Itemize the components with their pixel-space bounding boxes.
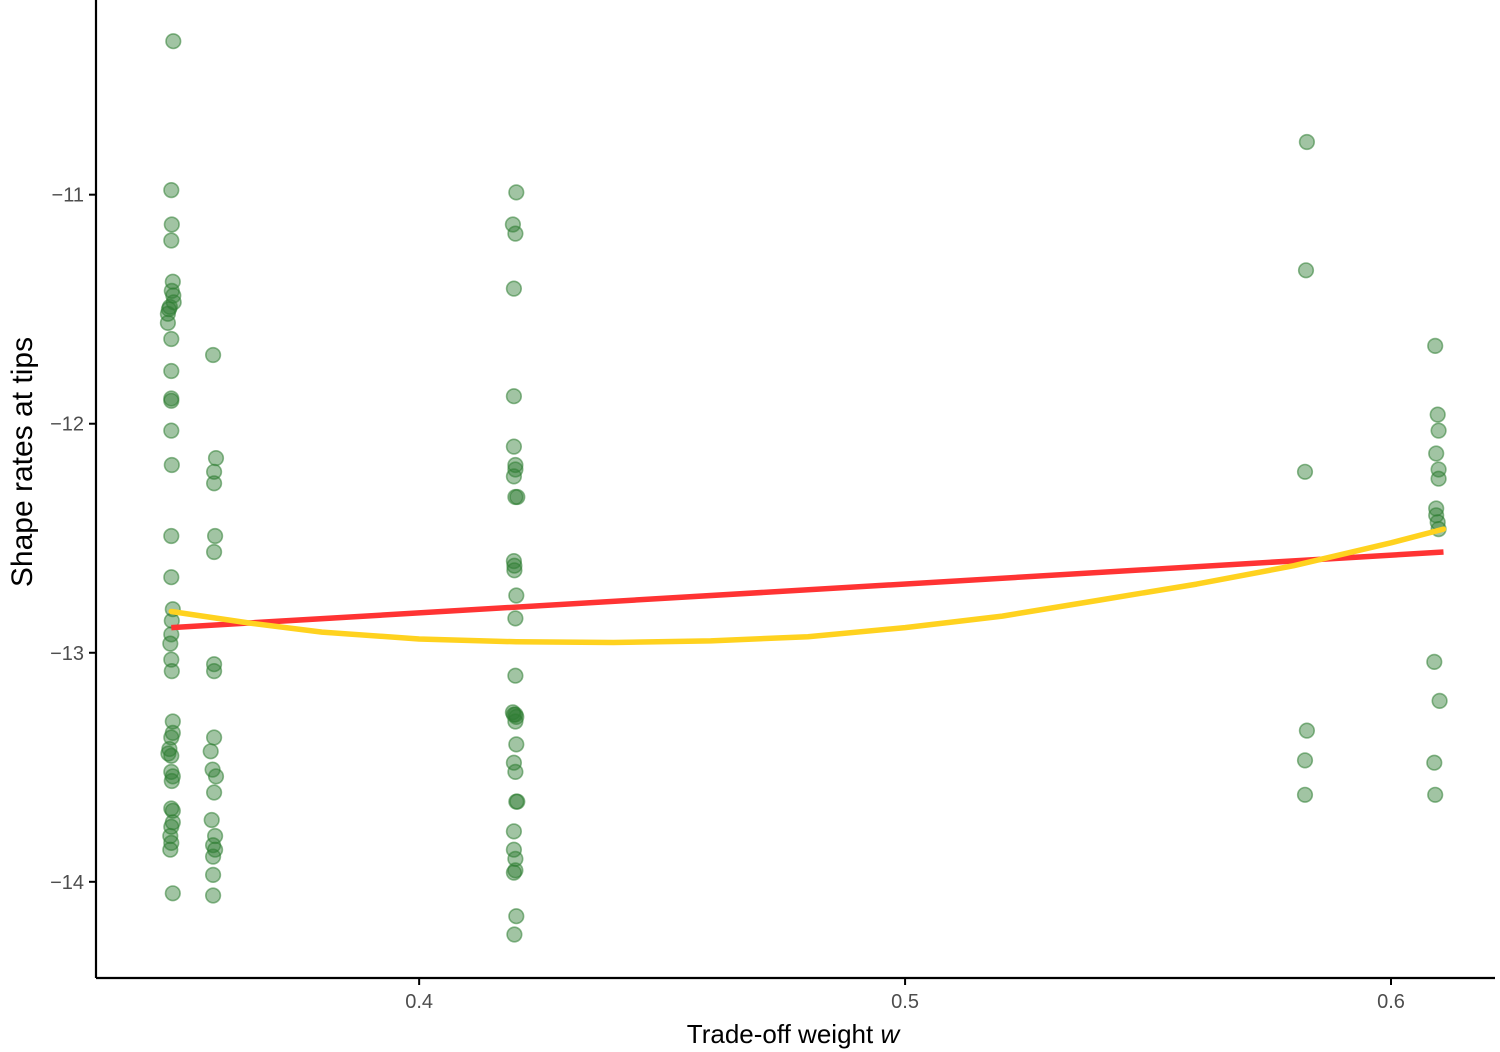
data-point-116 <box>1427 786 1444 803</box>
data-point-0 <box>165 33 182 50</box>
linear-fit-line <box>171 549 1444 631</box>
data-point-105 <box>1430 422 1447 439</box>
x-axis-title-variable: w <box>880 1019 901 1049</box>
data-point-66 <box>505 280 523 297</box>
data-point-104 <box>1429 406 1446 423</box>
data-point-114 <box>1431 692 1448 710</box>
data-point-50 <box>206 662 223 680</box>
data-point-3 <box>163 232 180 249</box>
data-point-115 <box>1426 754 1443 771</box>
x-tick-label: 0.5 <box>891 991 919 1013</box>
data-point-12 <box>163 330 180 348</box>
data-point-76 <box>506 562 523 579</box>
y-tick-label: −12 <box>50 414 84 436</box>
data-point-11 <box>159 314 176 332</box>
data-point-100 <box>1298 722 1315 739</box>
data-point-47 <box>207 527 224 545</box>
data-point-106 <box>1428 445 1445 462</box>
fit-lines <box>168 526 1447 646</box>
data-point-61 <box>205 866 222 884</box>
data-point-98 <box>1297 262 1315 279</box>
data-point-43 <box>205 346 222 364</box>
axes <box>94 0 1495 980</box>
data-point-55 <box>206 784 223 801</box>
y-tick-label: −13 <box>50 643 84 665</box>
y-tick-label: −14 <box>50 872 84 894</box>
x-tick-label: 0.6 <box>1377 991 1405 1013</box>
data-point-34 <box>163 772 180 790</box>
data-point-78 <box>507 610 524 627</box>
data-point-48 <box>206 543 223 561</box>
data-point-89 <box>508 793 525 810</box>
data-point-102 <box>1296 786 1314 803</box>
data-point-41 <box>162 841 179 858</box>
data-point-64 <box>504 216 522 233</box>
data-point-1 <box>163 182 180 199</box>
x-tick-label: 0.4 <box>405 991 433 1013</box>
data-point-51 <box>206 729 223 746</box>
data-point-45 <box>206 463 223 480</box>
data-point-67 <box>505 388 523 405</box>
data-point-26 <box>164 713 181 730</box>
data-point-42 <box>164 885 181 902</box>
data-point-75 <box>506 557 523 574</box>
data-point-18 <box>163 527 180 545</box>
data-point-99 <box>1296 463 1314 480</box>
data-point-16 <box>163 422 180 439</box>
data-point-19 <box>163 569 180 586</box>
x-axis-title: Trade-off weight w <box>687 1019 902 1049</box>
data-point-79 <box>507 667 524 684</box>
data-point-23 <box>162 635 179 652</box>
tick-labels: 0.4 0.5 0.6 −11 −12 −13 −14 <box>50 185 1405 1013</box>
data-point-46 <box>206 475 223 492</box>
data-point-84 <box>507 713 524 730</box>
data-point-2 <box>163 216 180 233</box>
data-point-96 <box>506 926 523 943</box>
smooth-fit-curve <box>168 526 1447 646</box>
data-point-44 <box>207 450 225 467</box>
data-point-31 <box>163 747 180 764</box>
data-points <box>159 33 1448 943</box>
x-axis-title-text: Trade-off weight <box>687 1019 881 1049</box>
data-point-97 <box>1298 133 1315 151</box>
data-point-113 <box>1426 653 1443 671</box>
data-point-87 <box>507 763 524 781</box>
data-point-101 <box>1296 752 1314 769</box>
y-tick-label: −11 <box>52 185 84 207</box>
data-point-65 <box>507 225 524 242</box>
data-point-62 <box>205 887 222 904</box>
data-point-36 <box>164 802 181 819</box>
data-point-25 <box>163 662 180 680</box>
data-point-63 <box>508 184 525 201</box>
data-point-90 <box>505 823 523 840</box>
data-point-54 <box>207 768 225 785</box>
y-axis-title: Shape rates at tips <box>6 337 39 587</box>
data-point-85 <box>508 736 525 753</box>
data-point-95 <box>508 908 525 925</box>
data-point-15 <box>163 392 180 409</box>
data-point-52 <box>202 743 219 760</box>
data-point-68 <box>505 438 523 455</box>
data-point-17 <box>163 456 180 474</box>
data-point-77 <box>508 587 525 604</box>
data-point-13 <box>163 362 180 380</box>
data-point-94 <box>505 864 523 881</box>
data-point-108 <box>1430 470 1447 487</box>
data-point-60 <box>205 848 222 865</box>
data-point-73 <box>509 488 526 506</box>
data-point-24 <box>163 651 180 668</box>
data-point-103 <box>1427 337 1444 355</box>
data-point-56 <box>203 811 220 829</box>
data-point-71 <box>505 468 523 485</box>
